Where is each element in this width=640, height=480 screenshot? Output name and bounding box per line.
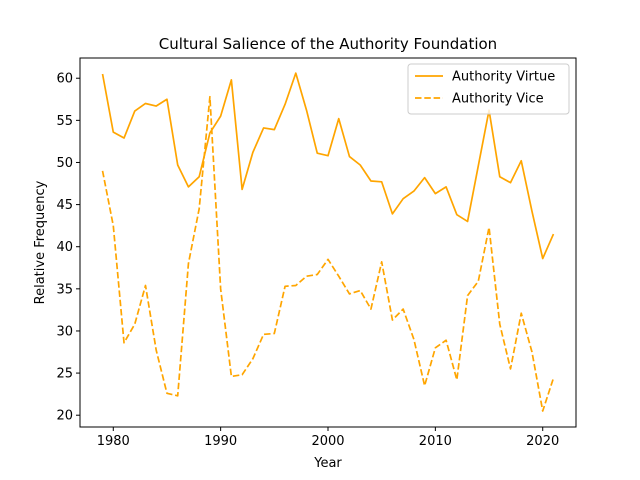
x-axis-label: Year [313, 456, 342, 471]
y-tick-label: 50 [56, 156, 73, 171]
y-axis: 20 25 30 35 40 45 50 55 60 [56, 72, 80, 424]
y-tick-label: 35 [56, 282, 73, 297]
y-tick-label: 55 [56, 114, 73, 129]
x-tick-label: 2010 [419, 434, 452, 449]
x-tick-label: 1990 [204, 434, 237, 449]
series-line-authority-vice [101, 95, 555, 412]
x-axis: 1980 1990 2000 2010 2020 [97, 427, 559, 449]
x-tick-label: 1980 [97, 434, 130, 449]
legend-frame [407, 63, 570, 115]
x-tick-label: 2000 [311, 434, 344, 449]
y-tick-label: 25 [56, 367, 73, 382]
y-tick-label: 30 [56, 324, 73, 339]
y-axis-label: Relative Frequency [33, 180, 48, 304]
y-tick-label: 40 [56, 240, 73, 255]
y-tick-label: 45 [56, 198, 73, 213]
legend: Authority Virtue Authority Vice [407, 63, 570, 115]
y-tick-label: 20 [56, 409, 73, 424]
legend-label-authority-vice: Authority Vice [452, 92, 544, 107]
series-line-authority-virtue [101, 72, 555, 260]
legend-label-authority-virtue: Authority Virtue [452, 70, 555, 85]
y-tick-label: 60 [56, 72, 73, 87]
chart-title: Cultural Salience of the Authority Found… [159, 35, 497, 53]
series-layer [101, 72, 555, 412]
x-tick-label: 2020 [526, 434, 559, 449]
